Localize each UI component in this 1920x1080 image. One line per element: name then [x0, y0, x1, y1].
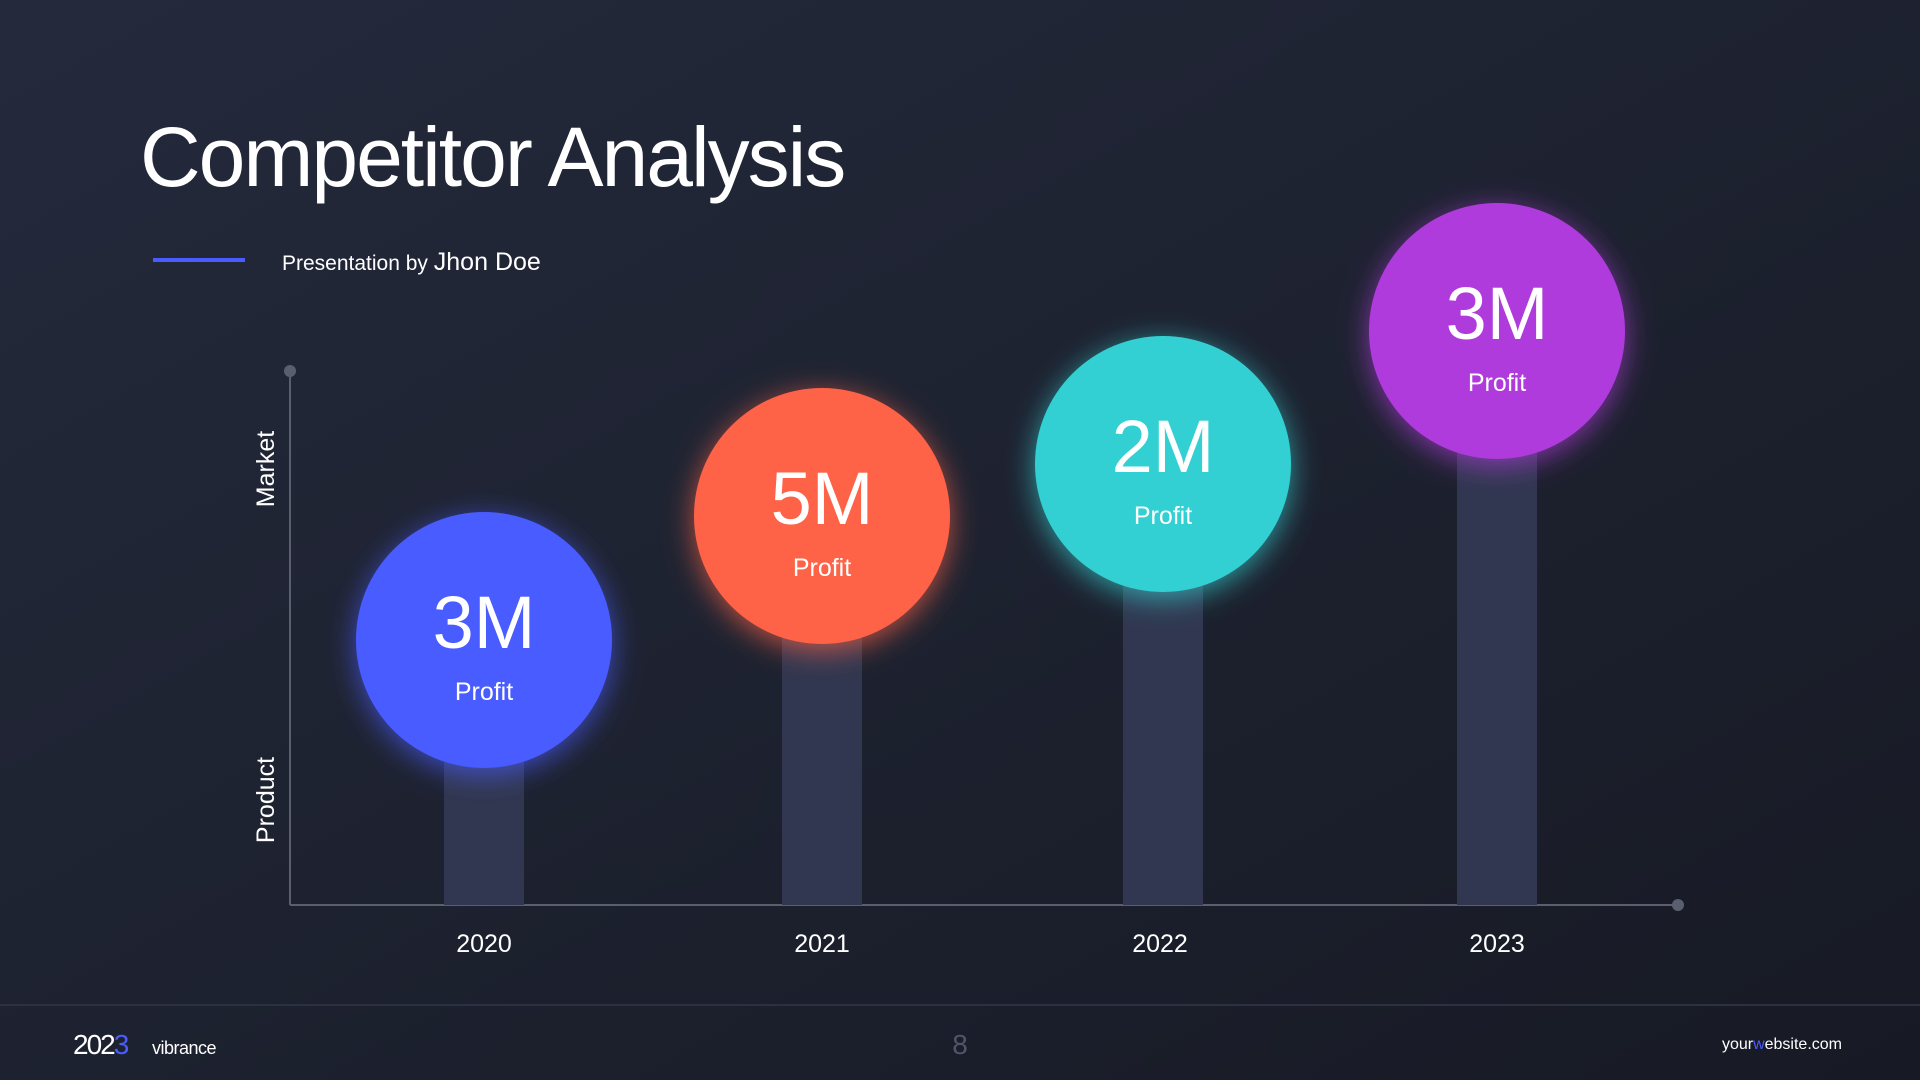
footer-year: 2023 [73, 1029, 129, 1060]
axis-label-market: Market [252, 431, 280, 507]
bubble [356, 512, 612, 768]
bubble-label: Profit [1134, 502, 1192, 530]
bubble-value: 3M [433, 581, 536, 664]
bubble [1369, 203, 1625, 459]
author: Jhon Doe [434, 248, 541, 276]
site-accent: w [1752, 1036, 1765, 1053]
axis-label-product: Product [252, 757, 280, 843]
site-start: your [1722, 1036, 1754, 1053]
footer-year-end: 3 [114, 1029, 129, 1060]
year-label: 2021 [794, 930, 850, 958]
axis-end-dot [284, 365, 296, 377]
bubble-label: Profit [455, 678, 513, 706]
bubble-value: 3M [1446, 272, 1549, 355]
page-number: 8 [952, 1029, 968, 1060]
bubble-label: Profit [793, 554, 851, 582]
byline: Presentation by Jhon Doe [282, 248, 541, 276]
axis-end-dot [1672, 899, 1684, 911]
byline-prefix: Presentation by [282, 252, 428, 275]
items: 3M Profit 2020 5M Profit 2021 2M Profit 2022 3M Pr… [356, 203, 1625, 958]
bubble-label: Profit [1468, 369, 1526, 397]
year-label: 2020 [456, 930, 512, 958]
footer-year-start: 202 [73, 1029, 115, 1060]
bubble-value: 2M [1112, 405, 1215, 488]
footer-website: yourwebsite.com [1722, 1036, 1842, 1053]
footer-brand: vibrance [152, 1038, 217, 1058]
bubble-value: 5M [771, 457, 874, 540]
year-label: 2023 [1469, 930, 1525, 958]
title: Competitor Analysis [140, 110, 844, 204]
bubble [1035, 336, 1291, 592]
year-label: 2022 [1132, 930, 1188, 958]
site-end: ebsite.com [1765, 1036, 1842, 1053]
bubble [694, 388, 950, 644]
